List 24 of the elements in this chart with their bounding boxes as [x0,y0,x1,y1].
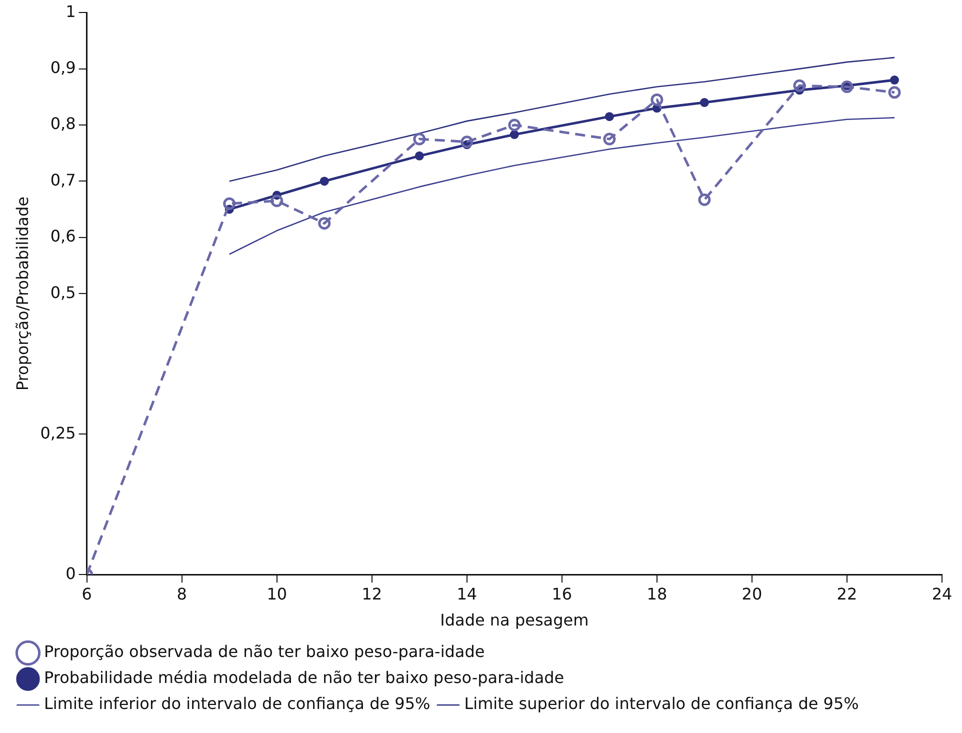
y-tick-label: 0,8 [50,114,76,134]
y-tick-label: 0,9 [50,58,76,77]
x-tick-label: 6 [82,584,92,604]
y-tick-label: 0 [66,564,76,583]
y-tick-label: 0,5 [50,282,76,302]
y-tick-label: 0,25 [40,423,76,442]
y-tick-label: 0,6 [50,226,76,246]
x-tick-label: 10 [266,584,288,604]
legend-label: Limite superior do intervalo de confiança de 95% [464,694,859,714]
x-tick-label: 8 [176,584,187,604]
x-tick-label: 16 [552,584,572,604]
legend-label: Proporção observada de não ter baixo peso-para-idade [44,642,485,662]
x-tick-label: 24 [932,584,952,604]
y-tick-label: 0,7 [50,170,76,190]
x-tick-label: 18 [646,584,668,604]
x-tick-label: 12 [362,584,382,604]
y-axis-title: Proporção/Probabilidade [12,196,32,391]
x-tick-label: 20 [742,584,762,604]
x-axis-title: Idade na pesagem [440,610,589,630]
legend-label: Limite inferior do intervalo de confiança de 95% [44,694,430,714]
x-tick-label: 22 [836,584,858,604]
x-tick-label: 14 [456,584,478,604]
legend-label: Probabilidade média modelada de não ter baixo peso-para-idade [44,668,564,688]
y-tick-label: 1 [66,2,76,21]
